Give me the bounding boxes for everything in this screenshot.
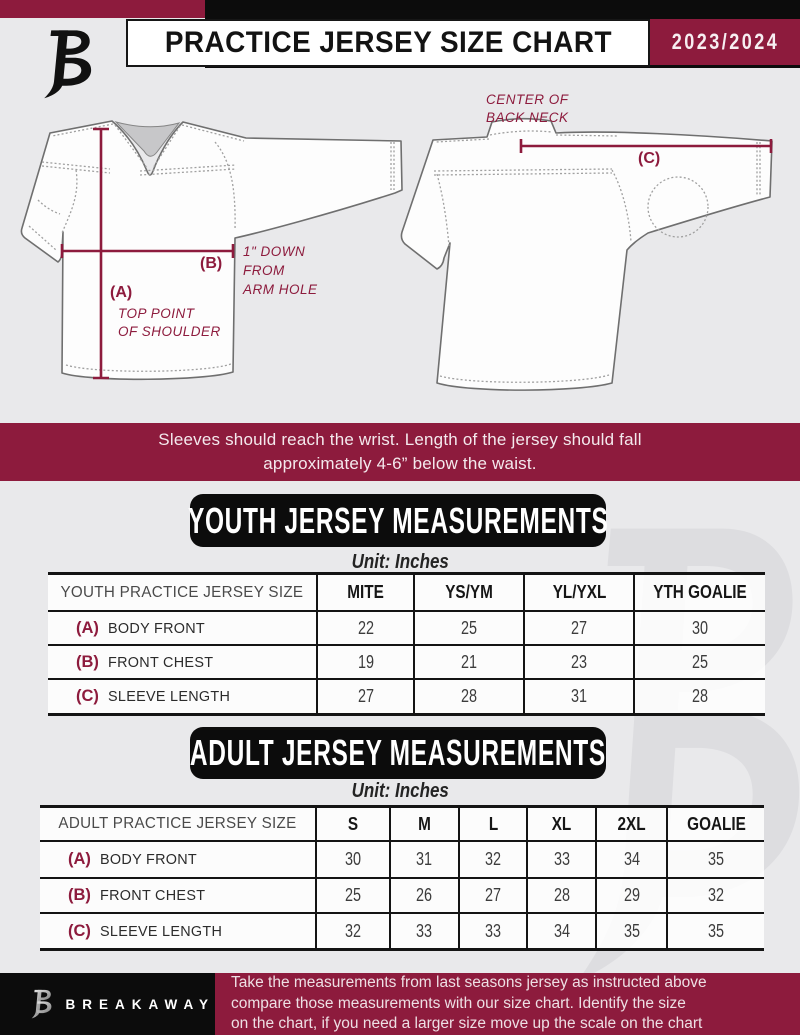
cell-value: 19	[316, 646, 413, 678]
table-row: (A) BODY FRONT 30 31 32 33 34 35	[40, 842, 764, 879]
col-header-yth-goalie: YTH GOALIE	[633, 575, 765, 610]
cell-value: 27	[522, 612, 633, 644]
label-b-desc-1: 1" DOWN	[243, 244, 305, 259]
cell-value: 32	[315, 914, 389, 948]
row-label-body-front: (A) BODY FRONT	[76, 618, 205, 637]
breakaway-logo-icon	[31, 989, 52, 1019]
col-header-2xl: 2XL	[595, 808, 666, 840]
col-header-ylyxl: YL/YXL	[522, 575, 633, 610]
cell-value: 34	[526, 914, 595, 948]
back-jersey-drawing	[400, 117, 773, 391]
cell-value: 27	[457, 879, 527, 912]
label-a-desc-1: TOP POINT	[118, 306, 196, 321]
fit-note-line2: approximately 4-6” below the waist.	[263, 454, 537, 473]
youth-size-header-cell: YOUTH PRACTICE JERSEY SIZE	[60, 583, 304, 601]
youth-unit-label: Unit: Inches	[351, 551, 449, 573]
top-maroon-strip	[0, 0, 205, 18]
label-a: (A)	[110, 284, 132, 301]
cell-value: 35	[666, 914, 764, 948]
cell-value: 27	[316, 680, 413, 713]
cell-value: 35	[595, 914, 666, 948]
table-row: (C) SLEEVE LENGTH 32 33 33 34 35 35	[40, 914, 764, 951]
adult-unit-label: Unit: Inches	[351, 780, 449, 802]
adult-size-table: ADULT PRACTICE JERSEY SIZE S M L XL 2XL …	[40, 805, 764, 951]
footer-note-line1: Take the measurements from last seasons …	[231, 974, 707, 992]
youth-size-table: YOUTH PRACTICE JERSEY SIZE MITE YS/YM YL…	[48, 572, 765, 716]
cell-value: 30	[315, 842, 389, 877]
title-box: PRACTICE JERSEY SIZE CHART	[126, 19, 650, 67]
label-b-desc-3: ARM HOLE	[242, 282, 318, 297]
table-header-row: ADULT PRACTICE JERSEY SIZE S M L XL 2XL …	[40, 808, 764, 842]
cell-value: 25	[315, 879, 389, 912]
cell-value: 23	[522, 646, 633, 678]
label-c: (C)	[638, 150, 660, 167]
col-header-m: M	[388, 808, 458, 840]
cell-value: 32	[457, 842, 527, 877]
adult-heading-label: ADULT JERSEY MEASUREMENTS	[190, 732, 606, 773]
table-row: (A) BODY FRONT 22 25 27 30	[48, 612, 765, 646]
cell-value: 33	[457, 914, 527, 948]
cell-value: 28	[412, 680, 523, 713]
row-label-sleeve-length: (C) SLEEVE LENGTH	[76, 687, 231, 705]
cell-value: 31	[388, 842, 458, 877]
cell-value: 29	[595, 879, 666, 912]
label-c-desc-2: BACK NECK	[486, 110, 569, 125]
cell-value: 21	[412, 646, 523, 678]
table-row: (B) FRONT CHEST 25 26 27 28 29 32	[40, 879, 764, 914]
cell-value: 28	[526, 879, 595, 912]
adult-size-header-cell: ADULT PRACTICE JERSEY SIZE	[58, 815, 297, 832]
col-header-xl: XL	[526, 808, 595, 840]
footer: BREAKAWAY Take the measurements from las…	[0, 973, 800, 1035]
col-header-ysym: YS/YM	[412, 575, 523, 610]
cell-value: 30	[633, 612, 765, 644]
label-b-desc-2: FROM	[243, 263, 285, 278]
cell-value: 35	[666, 842, 764, 877]
label-c-desc-1: CENTER OF	[486, 92, 569, 107]
breakaway-logo-icon	[44, 30, 92, 99]
row-label-sleeve-length: (C) SLEEVE LENGTH	[68, 921, 223, 940]
cell-value: 22	[316, 612, 413, 644]
measurement-lines	[60, 127, 773, 380]
cell-value: 25	[633, 646, 765, 678]
cell-value: 26	[388, 879, 458, 912]
col-header-s: S	[315, 808, 389, 840]
row-label-front-chest: (B) FRONT CHEST	[76, 652, 214, 671]
cell-value: 31	[522, 680, 633, 713]
youth-heading-label: YOUTH JERSEY MEASUREMENTS	[187, 499, 609, 541]
row-label-body-front: (A) BODY FRONT	[68, 850, 197, 868]
col-header-mite: MITE	[316, 575, 413, 610]
footer-note-line3: on the chart, if you need a larger size …	[231, 1015, 703, 1033]
cell-value: 34	[595, 842, 666, 877]
youth-section-heading: YOUTH JERSEY MEASUREMENTS	[187, 494, 609, 547]
table-header-row: YOUTH PRACTICE JERSEY SIZE MITE YS/YM YL…	[48, 575, 765, 612]
col-header-l: L	[457, 808, 527, 840]
fit-note-banner: Sleeves should reach the wrist. Length o…	[0, 423, 800, 481]
cell-value: 32	[666, 879, 764, 912]
fit-note-line1: Sleeves should reach the wrist. Length o…	[158, 430, 642, 449]
adult-section-heading: ADULT JERSEY MEASUREMENTS	[190, 727, 606, 779]
label-a-desc-2: OF SHOULDER	[118, 324, 221, 339]
jersey-diagram: (B) 1" DOWN FROM ARM HOLE (A) TOP POINT …	[20, 92, 773, 391]
footer-brand-block: BREAKAWAY	[0, 973, 215, 1035]
cell-value: 25	[412, 612, 523, 644]
season-box: 2023/2024	[650, 19, 800, 65]
season-label: 2023/2024	[671, 29, 779, 54]
brand-name: BREAKAWAY	[65, 996, 215, 1012]
footer-instructions: Take the measurements from last seasons …	[215, 973, 800, 1035]
cell-value: 33	[388, 914, 458, 948]
table-row: (B) FRONT CHEST 19 21 23 25	[48, 646, 765, 680]
table-row: (C) SLEEVE LENGTH 27 28 31 28	[48, 680, 765, 716]
col-header-goalie: GOALIE	[666, 808, 764, 840]
cell-value: 33	[526, 842, 595, 877]
row-label-front-chest: (B) FRONT CHEST	[68, 886, 206, 904]
label-b: (B)	[200, 255, 222, 272]
page-title: PRACTICE JERSEY SIZE CHART	[164, 26, 612, 59]
cell-value: 28	[633, 680, 765, 713]
footer-note-line2: compare those measurements with our size…	[231, 994, 686, 1012]
